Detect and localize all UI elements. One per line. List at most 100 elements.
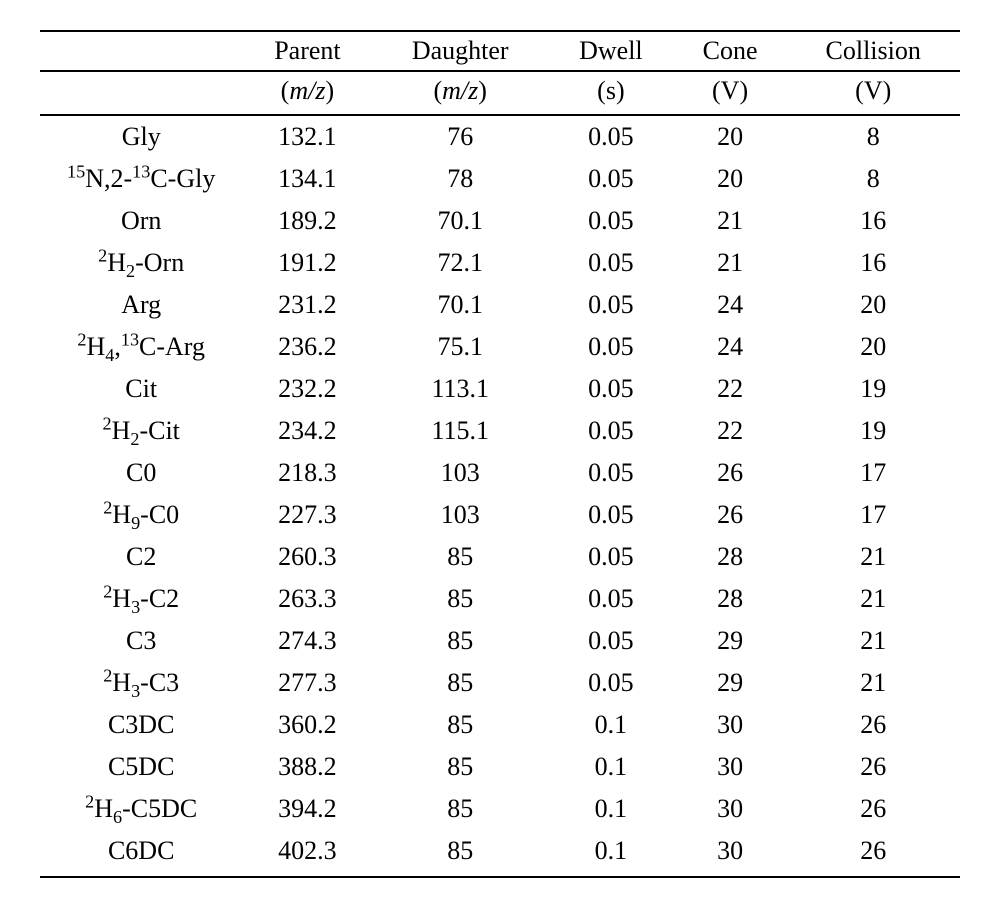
cell-dwell: 0.05: [548, 158, 674, 200]
col-daughter-unit: (m/z): [372, 71, 548, 115]
cell-parent: 132.1: [242, 115, 372, 158]
cell-daughter: 85: [372, 536, 548, 578]
cell-collision: 26: [786, 746, 960, 788]
table-row: Gly132.1760.05208: [40, 115, 960, 158]
cell-compound: 2H3-C3: [40, 662, 242, 704]
table-row: C3DC360.2850.13026: [40, 704, 960, 746]
cell-collision: 16: [786, 200, 960, 242]
cell-dwell: 0.05: [548, 242, 674, 284]
table-row: 2H6-C5DC394.2850.13026: [40, 788, 960, 830]
table-row: C2260.3850.052821: [40, 536, 960, 578]
cell-dwell: 0.05: [548, 452, 674, 494]
cell-cone: 30: [674, 830, 787, 877]
cell-compound: 2H9-C0: [40, 494, 242, 536]
cell-parent: 236.2: [242, 326, 372, 368]
cell-collision: 8: [786, 158, 960, 200]
col-dwell-unit: (s): [548, 71, 674, 115]
cell-daughter: 85: [372, 662, 548, 704]
cell-compound: 2H2-Cit: [40, 410, 242, 452]
cell-dwell: 0.05: [548, 200, 674, 242]
cell-compound: 2H4,13C-Arg: [40, 326, 242, 368]
cell-dwell: 0.1: [548, 830, 674, 877]
cell-compound: C5DC: [40, 746, 242, 788]
cell-dwell: 0.05: [548, 578, 674, 620]
col-compound-unit: [40, 71, 242, 115]
col-daughter-label: Daughter: [372, 31, 548, 71]
cell-compound: Arg: [40, 284, 242, 326]
cell-dwell: 0.1: [548, 704, 674, 746]
cell-parent: 191.2: [242, 242, 372, 284]
table-row: 2H2-Cit234.2115.10.052219: [40, 410, 960, 452]
cell-dwell: 0.05: [548, 115, 674, 158]
cell-daughter: 76: [372, 115, 548, 158]
cell-dwell: 0.05: [548, 536, 674, 578]
cell-daughter: 103: [372, 494, 548, 536]
cell-parent: 134.1: [242, 158, 372, 200]
cell-compound: 15N,2-13C-Gly: [40, 158, 242, 200]
cell-parent: 232.2: [242, 368, 372, 410]
cell-dwell: 0.05: [548, 410, 674, 452]
cell-collision: 26: [786, 704, 960, 746]
mrm-parameters-table: Parent Daughter Dwell Cone Collision (m/…: [40, 30, 960, 878]
cell-compound: C0: [40, 452, 242, 494]
table-row: 2H9-C0227.31030.052617: [40, 494, 960, 536]
cell-collision: 17: [786, 452, 960, 494]
cell-daughter: 75.1: [372, 326, 548, 368]
cell-compound: Gly: [40, 115, 242, 158]
cell-collision: 16: [786, 242, 960, 284]
cell-compound: C6DC: [40, 830, 242, 877]
cell-daughter: 85: [372, 620, 548, 662]
table-row: Arg231.270.10.052420: [40, 284, 960, 326]
col-cone-unit: (V): [674, 71, 787, 115]
cell-collision: 19: [786, 368, 960, 410]
cell-daughter: 85: [372, 746, 548, 788]
cell-collision: 21: [786, 536, 960, 578]
table-row: C5DC388.2850.13026: [40, 746, 960, 788]
col-collision-label: Collision: [786, 31, 960, 71]
cell-dwell: 0.05: [548, 494, 674, 536]
table-row: 2H4,13C-Arg236.275.10.052420: [40, 326, 960, 368]
cell-cone: 21: [674, 200, 787, 242]
cell-dwell: 0.05: [548, 368, 674, 410]
cell-collision: 20: [786, 284, 960, 326]
cell-cone: 22: [674, 368, 787, 410]
cell-daughter: 70.1: [372, 200, 548, 242]
cell-parent: 263.3: [242, 578, 372, 620]
col-parent-unit: (m/z): [242, 71, 372, 115]
cell-collision: 21: [786, 620, 960, 662]
cell-collision: 20: [786, 326, 960, 368]
header-row-labels: Parent Daughter Dwell Cone Collision: [40, 31, 960, 71]
col-parent-label: Parent: [242, 31, 372, 71]
cell-cone: 30: [674, 788, 787, 830]
cell-daughter: 78: [372, 158, 548, 200]
cell-compound: C3: [40, 620, 242, 662]
cell-collision: 17: [786, 494, 960, 536]
table-body: Gly132.1760.0520815N,2-13C-Gly134.1780.0…: [40, 115, 960, 877]
cell-daughter: 85: [372, 830, 548, 877]
cell-collision: 21: [786, 578, 960, 620]
cell-parent: 260.3: [242, 536, 372, 578]
cell-parent: 360.2: [242, 704, 372, 746]
header-row-units: (m/z) (m/z) (s) (V) (V): [40, 71, 960, 115]
col-collision-unit: (V): [786, 71, 960, 115]
table-row: Orn189.270.10.052116: [40, 200, 960, 242]
cell-collision: 26: [786, 788, 960, 830]
cell-collision: 26: [786, 830, 960, 877]
cell-parent: 277.3: [242, 662, 372, 704]
cell-dwell: 0.1: [548, 746, 674, 788]
cell-cone: 29: [674, 662, 787, 704]
cell-cone: 21: [674, 242, 787, 284]
cell-compound: 2H2-Orn: [40, 242, 242, 284]
cell-compound: Cit: [40, 368, 242, 410]
cell-daughter: 72.1: [372, 242, 548, 284]
cell-cone: 24: [674, 284, 787, 326]
cell-daughter: 113.1: [372, 368, 548, 410]
cell-compound: Orn: [40, 200, 242, 242]
cell-cone: 26: [674, 452, 787, 494]
cell-parent: 388.2: [242, 746, 372, 788]
cell-daughter: 85: [372, 704, 548, 746]
cell-cone: 22: [674, 410, 787, 452]
cell-parent: 189.2: [242, 200, 372, 242]
cell-compound: C2: [40, 536, 242, 578]
cell-cone: 30: [674, 746, 787, 788]
